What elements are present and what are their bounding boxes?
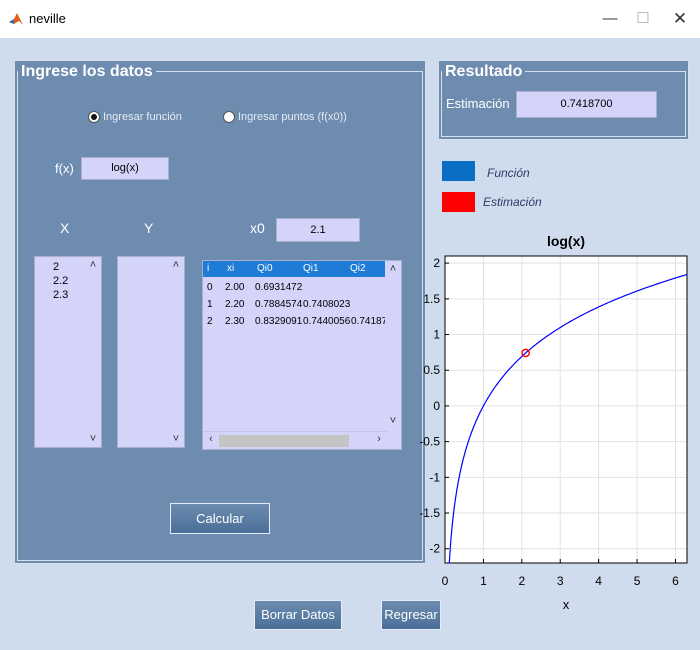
maximize-button[interactable]: ☐ xyxy=(636,10,650,27)
borrar-datos-button[interactable]: Borrar Datos xyxy=(254,600,342,630)
fx-label: f(x) xyxy=(55,161,74,176)
plot-frame xyxy=(444,255,688,564)
estimation-label: Estimación xyxy=(446,96,510,111)
y-column-header: Y xyxy=(144,220,154,236)
table-header: i xi Qi0 Qi1 Qi2 xyxy=(203,261,387,277)
scrollbar-thumb[interactable] xyxy=(219,435,349,447)
table-cell: 0.7408023 xyxy=(303,299,351,310)
table-cell: 2.30 xyxy=(225,316,245,327)
chevron-down-icon[interactable]: ˅ xyxy=(89,433,97,445)
y-tick-label: 2 xyxy=(433,256,440,270)
table-cell: 0 xyxy=(207,282,213,293)
chevron-right-icon[interactable]: › xyxy=(377,433,381,445)
table-vertical-scrollbar[interactable]: ˄ ˅ xyxy=(385,261,401,449)
x-tick-label: 1 xyxy=(480,574,487,588)
window-title: neville xyxy=(29,11,66,26)
chevron-up-icon[interactable]: ˄ xyxy=(89,259,97,271)
chevron-up-icon[interactable]: ˄ xyxy=(389,263,397,275)
table-cell: 0.7884574 xyxy=(255,299,303,310)
table-header-qi1: Qi1 xyxy=(303,263,319,274)
estimation-value: 0.7418700 xyxy=(516,91,657,118)
input-panel-title: Ingrese los datos xyxy=(18,63,156,81)
table-cell: 0.74187 xyxy=(351,316,388,327)
table-header-qi2: Qi2 xyxy=(350,263,366,274)
x-axis-label: x xyxy=(563,597,570,612)
legend-swatch-funcion xyxy=(442,161,475,181)
x-value-item[interactable]: 2.3 xyxy=(53,289,69,301)
chart-title: log(x) xyxy=(547,233,585,249)
y-values-list[interactable]: ˄ ˅ xyxy=(117,256,185,448)
x-tick-label: 4 xyxy=(595,574,602,588)
plot-area xyxy=(445,256,687,563)
title-bar: neville — ☐ ✕ xyxy=(0,0,700,38)
x0-label: x0 xyxy=(250,220,265,236)
y-tick-label: -2 xyxy=(429,542,440,556)
matlab-icon xyxy=(9,13,23,25)
y-tick-label: -1 xyxy=(429,470,440,484)
chevron-down-icon[interactable]: ˅ xyxy=(172,433,180,445)
table-cell: 0.6931472 xyxy=(255,282,303,293)
estimation-point xyxy=(521,348,530,358)
legend-swatch-estimacion xyxy=(442,192,475,212)
y-tick-label: -1.5 xyxy=(419,506,440,520)
y-tick-label: 0 xyxy=(433,399,440,413)
table-cell: 1 xyxy=(207,299,213,310)
table-header-xi: xi xyxy=(227,263,235,274)
radio-ingresar-funcion-label: Ingresar función xyxy=(103,111,182,123)
table-header-qi0: Qi0 xyxy=(257,263,273,274)
radio-unchecked-icon xyxy=(223,111,235,123)
y-tick-label: 1.5 xyxy=(423,292,440,306)
regresar-button[interactable]: Regresar xyxy=(381,600,441,630)
neville-table[interactable]: i xi Qi0 Qi1 Qi2 0 2.00 0.6931472 1 2.20… xyxy=(202,260,402,450)
calcular-button[interactable]: Calcular xyxy=(170,503,270,534)
y-tick-label: 0.5 xyxy=(423,363,440,377)
table-cell: 2.00 xyxy=(225,282,245,293)
chevron-down-icon[interactable]: ˅ xyxy=(389,415,397,427)
x-values-items: 2 2.2 2.3 xyxy=(53,260,68,302)
fx-input[interactable]: log(x) xyxy=(81,157,169,180)
table-cell: 2.20 xyxy=(225,299,245,310)
radio-ingresar-funcion[interactable]: Ingresar función xyxy=(88,111,182,123)
x-values-list[interactable]: 2 2.2 2.3 ˄ ˅ xyxy=(34,256,102,448)
y-list-scrollbar[interactable]: ˄ ˅ xyxy=(168,257,184,447)
legend-label-funcion: Función xyxy=(487,166,530,180)
minimize-button[interactable]: — xyxy=(602,10,618,27)
y-tick-label: 1 xyxy=(433,328,440,342)
table-horizontal-scrollbar[interactable]: ‹ › xyxy=(203,431,387,449)
x-value-item[interactable]: 2 xyxy=(53,261,60,273)
chevron-left-icon[interactable]: ‹ xyxy=(209,433,213,445)
radio-ingresar-puntos[interactable]: Ingresar puntos (f(x0)) xyxy=(223,111,347,123)
x-tick-label: 3 xyxy=(557,574,564,588)
x-tick-label: 6 xyxy=(672,574,679,588)
table-cell: 2 xyxy=(207,316,213,327)
result-panel-frame xyxy=(441,71,686,137)
radio-checked-icon xyxy=(88,111,100,123)
table-header-i: i xyxy=(207,263,210,274)
input-panel-frame xyxy=(17,71,423,561)
table-cell: 0.8329091 xyxy=(255,316,303,327)
legend-label-estimacion: Estimación xyxy=(483,195,542,209)
chevron-up-icon[interactable]: ˄ xyxy=(172,259,180,271)
x0-input[interactable]: 2.1 xyxy=(276,218,360,242)
close-button[interactable]: ✕ xyxy=(672,9,688,28)
x-list-scrollbar[interactable]: ˄ ˅ xyxy=(85,257,101,447)
series-line-log xyxy=(448,273,688,564)
y-tick-label: -0.5 xyxy=(419,435,440,449)
table-cell: 0.7440056 xyxy=(303,316,351,327)
x-value-item[interactable]: 2.2 xyxy=(53,275,69,287)
x-tick-label: 2 xyxy=(518,574,525,588)
x-column-header: X xyxy=(60,220,70,236)
x-tick-label: 0 xyxy=(442,574,449,588)
result-panel-title: Resultado xyxy=(442,63,526,81)
x-tick-label: 5 xyxy=(634,574,641,588)
radio-ingresar-puntos-label: Ingresar puntos (f(x0)) xyxy=(238,111,347,123)
